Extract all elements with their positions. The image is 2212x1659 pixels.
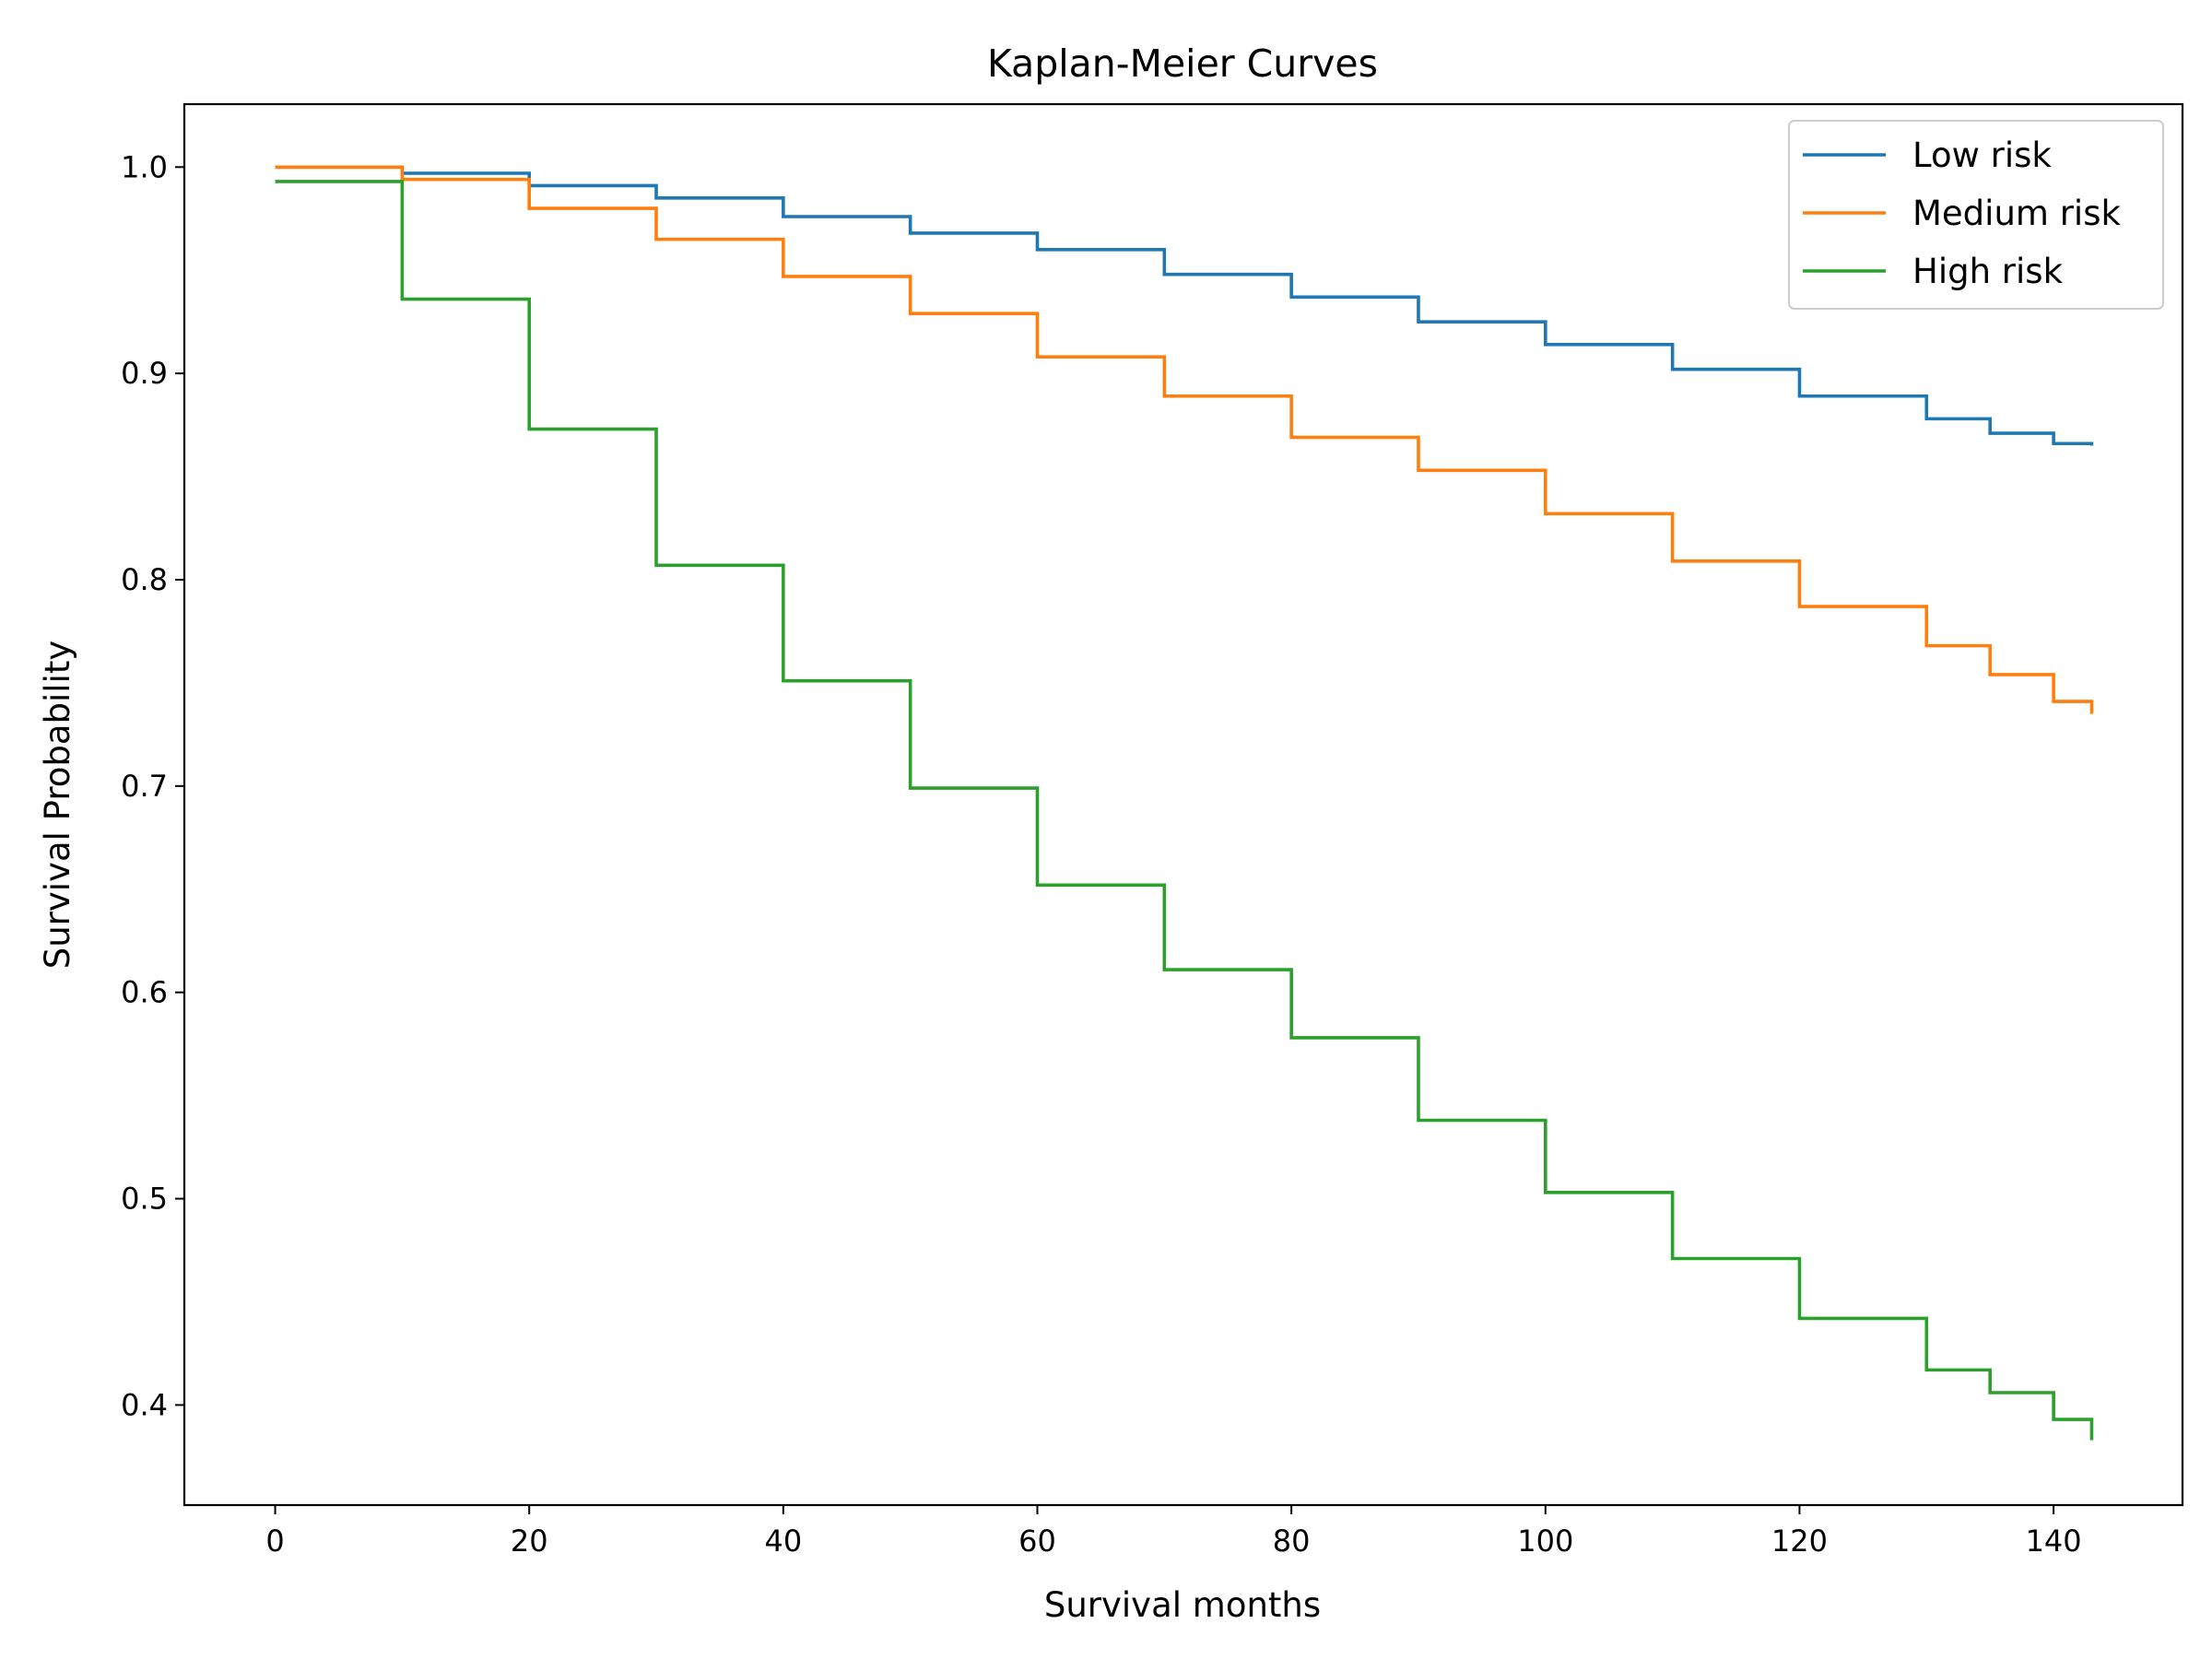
axes-frame (182, 102, 2184, 1507)
series-line-high-risk (275, 180, 2094, 1441)
series-line-low-risk (275, 165, 2094, 446)
legend-label-medium-risk: Medium risk (1912, 194, 2121, 233)
series-line-medium-risk (275, 165, 2094, 714)
plot-area (275, 165, 2094, 1441)
x-tick-label: 100 (1517, 1524, 1573, 1559)
y-tick-label: 0.5 (121, 1182, 168, 1217)
y-axis-label: Survival Probability (38, 641, 77, 970)
legend-label-high-risk: High risk (1912, 252, 2064, 291)
y-axis: 0.4 0.5 0.6 0.7 0.8 0.9 1.0 (121, 149, 184, 1422)
y-tick-label: 0.7 (121, 769, 168, 804)
x-axis-label: Survival months (1044, 1585, 1321, 1625)
x-tick-label: 0 (265, 1524, 284, 1559)
y-tick-label: 0.6 (121, 975, 168, 1010)
x-tick-label: 140 (2026, 1524, 2082, 1559)
x-tick-label: 60 (1018, 1524, 1056, 1559)
y-tick-label: 0.4 (121, 1387, 168, 1422)
legend-frame (1788, 120, 2164, 310)
y-tick-label: 1.0 (121, 149, 168, 184)
x-tick-label: 20 (511, 1524, 548, 1559)
chart-title: Kaplan-Meier Curves (987, 41, 1378, 86)
y-tick-label: 0.8 (121, 562, 168, 597)
x-tick-label: 80 (1273, 1524, 1311, 1559)
x-axis: 0 20 40 60 80 100 120 140 (265, 1505, 2082, 1559)
y-tick-label: 0.9 (121, 356, 168, 391)
x-tick-label: 40 (764, 1524, 802, 1559)
legend-label-low-risk: Low risk (1912, 135, 2052, 175)
legend: Low risk Medium risk High risk (1788, 120, 2164, 310)
x-tick-label: 120 (1771, 1524, 1828, 1559)
